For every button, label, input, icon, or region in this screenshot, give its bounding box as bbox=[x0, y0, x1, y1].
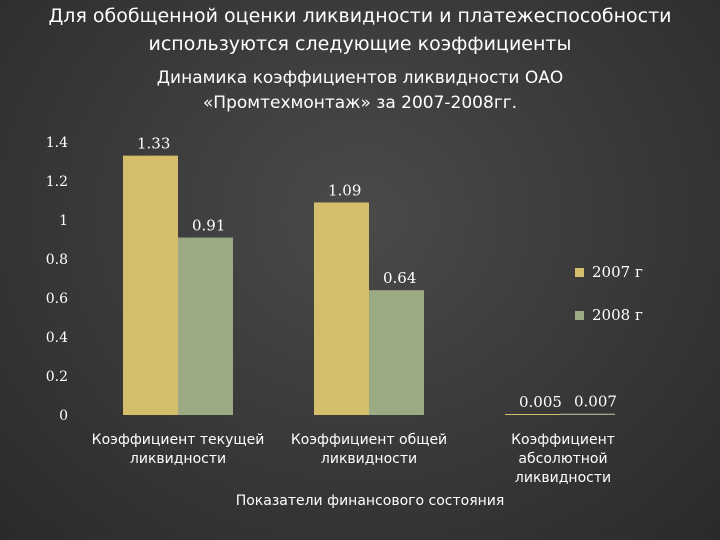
slide-title-line-2: используются следующие коэффициенты bbox=[148, 33, 572, 55]
chart-title-line-2: «Промтехмонтаж» за 2007-2008гг. bbox=[202, 93, 518, 113]
x-category-line: Коэффициент текущей bbox=[91, 432, 265, 448]
chart-title: Динамика коэффициентов ликвидности ОАО «… bbox=[130, 66, 590, 116]
bar-2007-2 bbox=[505, 414, 560, 415]
bar-2008-1 bbox=[369, 290, 424, 415]
data-label: 0.64 bbox=[383, 269, 416, 287]
bar-2008-2 bbox=[560, 413, 615, 415]
x-category-line: Коэффициент bbox=[511, 432, 615, 448]
y-tick-label: 0.8 bbox=[46, 252, 68, 268]
x-category-line: абсолютной bbox=[518, 451, 608, 467]
x-category-line: ликвидности bbox=[514, 470, 612, 486]
x-category-line: ликвидности bbox=[320, 451, 418, 467]
legend-swatch bbox=[575, 311, 584, 320]
data-label: 0.005 bbox=[519, 393, 562, 411]
data-label: 1.33 bbox=[137, 135, 170, 153]
slide-title: Для обобщенной оценки ликвидности и плат… bbox=[0, 2, 720, 58]
y-tick-label: 0 bbox=[59, 408, 68, 424]
y-tick-label: 0.4 bbox=[46, 330, 68, 346]
bar-2007-0 bbox=[123, 155, 178, 415]
y-tick-label: 0.2 bbox=[46, 369, 68, 385]
x-category-label: Коэффициент общей ликвидности bbox=[269, 431, 469, 469]
legend-label: 2007 г bbox=[592, 263, 643, 281]
y-tick-label: 1.4 bbox=[46, 135, 68, 151]
legend-label: 2008 г bbox=[592, 306, 643, 324]
x-category-label: Коэффициент абсолютной ликвидности bbox=[463, 431, 663, 488]
y-tick-label: 1.2 bbox=[46, 174, 68, 190]
y-tick-label: 0.6 bbox=[46, 291, 68, 307]
data-label: 0.007 bbox=[574, 393, 617, 411]
bar-2008-0 bbox=[178, 237, 233, 415]
x-category-line: ликвидности bbox=[129, 451, 227, 467]
data-label: 1.09 bbox=[328, 181, 361, 199]
bar-2007-1 bbox=[314, 202, 369, 415]
data-label: 0.91 bbox=[192, 217, 225, 235]
slide-title-line-1: Для обобщенной оценки ликвидности и плат… bbox=[48, 5, 672, 27]
x-category-line: Коэффициент общей bbox=[290, 432, 448, 448]
chart-title-line-1: Динамика коэффициентов ликвидности ОАО bbox=[156, 68, 564, 88]
x-axis-title: Показатели финансового состояния bbox=[235, 493, 505, 509]
legend-swatch bbox=[575, 268, 584, 277]
x-category-label: Коэффициент текущей ликвидности bbox=[78, 431, 278, 469]
y-tick-label: 1 bbox=[59, 213, 68, 229]
